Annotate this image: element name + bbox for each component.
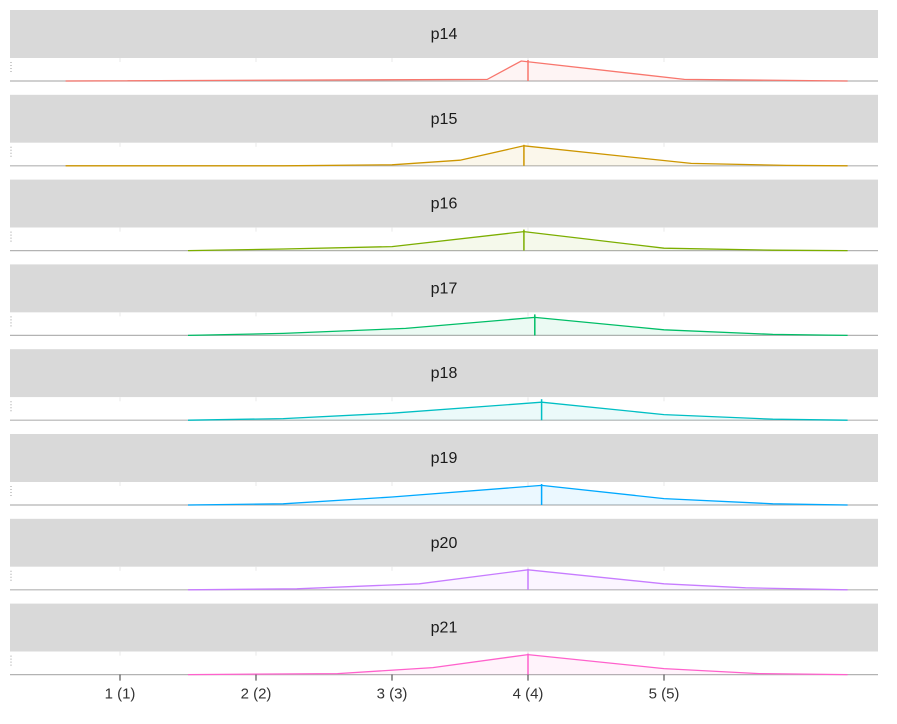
density-fill (65, 145, 848, 166)
density-line (65, 60, 848, 82)
panel-p21: p21 (10, 603, 878, 677)
x-axis: 1 (1) 2 (2) 3 (3) 4 (4) 5 (5) (105, 674, 680, 703)
panels-layer: p14 p15 p16 p17 p18 p19 p20 p21 (10, 10, 878, 677)
panel-p17: p17 (10, 264, 878, 338)
density-line (65, 145, 848, 167)
strip-background (10, 10, 878, 58)
x-tick-label: 1 (1) (105, 686, 136, 703)
strip-background (10, 349, 878, 398)
strip-label: p17 (431, 280, 458, 297)
strip-label: p18 (431, 365, 458, 382)
panel-p18: p18 (10, 349, 878, 423)
plot-area (10, 482, 878, 507)
strip-label: p14 (431, 26, 458, 43)
strip-label: p21 (431, 620, 458, 637)
plot-area (10, 142, 878, 168)
strip-background (10, 518, 878, 567)
panel-p20: p20 (10, 518, 878, 592)
panel-p15: p15 (10, 94, 878, 168)
x-tick-label: 5 (5) (649, 686, 680, 703)
strip-background (10, 94, 878, 143)
x-tick-label: 3 (3) (377, 686, 408, 703)
x-tick-label: 4 (4) (513, 686, 544, 703)
panel-p19: p19 (10, 434, 878, 507)
strip-background (10, 603, 878, 652)
strip-label: p15 (431, 111, 458, 128)
strip-label: p19 (431, 450, 458, 467)
x-tick-label: 2 (2) (241, 686, 272, 703)
density-fill (188, 231, 848, 251)
strip-background (10, 264, 878, 313)
panel-p16: p16 (10, 179, 878, 253)
strip-label: p20 (431, 535, 458, 552)
panel-p14: p14 (10, 10, 878, 83)
strip-background (10, 434, 878, 482)
plot-area (10, 58, 878, 83)
strip-label: p16 (431, 196, 458, 213)
strip-background (10, 179, 878, 228)
